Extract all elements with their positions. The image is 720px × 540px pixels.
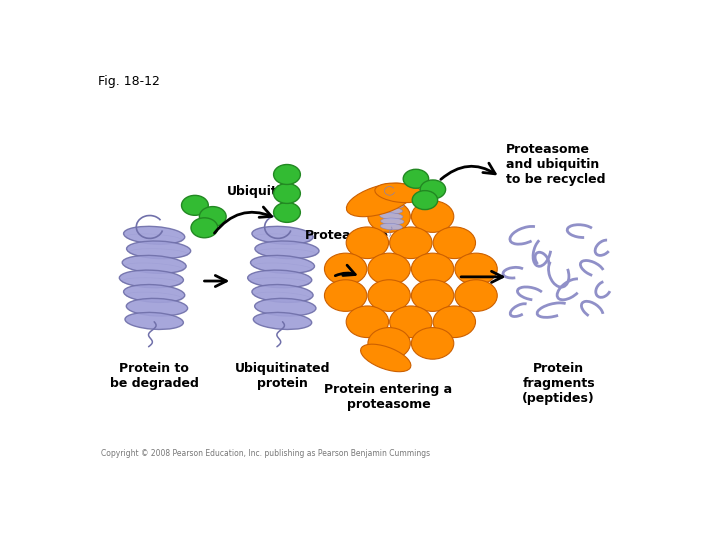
Circle shape xyxy=(411,280,454,312)
Ellipse shape xyxy=(255,241,319,259)
Circle shape xyxy=(368,201,410,232)
Ellipse shape xyxy=(378,207,402,214)
Ellipse shape xyxy=(375,183,425,202)
Ellipse shape xyxy=(381,218,404,225)
Circle shape xyxy=(368,328,410,359)
Ellipse shape xyxy=(124,226,185,244)
Circle shape xyxy=(368,253,410,285)
Ellipse shape xyxy=(126,299,188,316)
Ellipse shape xyxy=(252,226,313,244)
Circle shape xyxy=(368,280,410,312)
Circle shape xyxy=(274,184,300,204)
Circle shape xyxy=(413,191,438,210)
Ellipse shape xyxy=(381,196,405,203)
Circle shape xyxy=(433,227,475,259)
Text: Fig. 18-12: Fig. 18-12 xyxy=(99,75,161,88)
Circle shape xyxy=(181,195,208,215)
Text: Ubiquitinated
protein: Ubiquitinated protein xyxy=(235,362,330,390)
Circle shape xyxy=(274,202,300,222)
Ellipse shape xyxy=(251,255,315,273)
Circle shape xyxy=(455,253,498,285)
Text: Copyright © 2008 Pearson Education, Inc. publishing as Pearson Benjamin Cummings: Copyright © 2008 Pearson Education, Inc.… xyxy=(101,449,431,458)
Circle shape xyxy=(346,306,389,338)
Text: Protein entering a
proteasome: Protein entering a proteasome xyxy=(325,383,453,411)
Circle shape xyxy=(346,227,389,259)
Text: Protein to
be degraded: Protein to be degraded xyxy=(109,362,199,390)
Circle shape xyxy=(325,280,367,312)
Circle shape xyxy=(325,253,367,285)
Ellipse shape xyxy=(379,213,403,220)
Text: Ubiquitin: Ubiquitin xyxy=(227,185,290,198)
Circle shape xyxy=(411,253,454,285)
Ellipse shape xyxy=(122,255,186,273)
Circle shape xyxy=(403,170,428,188)
Circle shape xyxy=(191,218,217,238)
Circle shape xyxy=(433,306,475,338)
Ellipse shape xyxy=(127,241,191,259)
Text: Proteasome
and ubiquitin
to be recycled: Proteasome and ubiquitin to be recycled xyxy=(505,143,606,186)
Ellipse shape xyxy=(124,285,185,302)
Circle shape xyxy=(411,328,454,359)
Ellipse shape xyxy=(255,299,316,316)
Ellipse shape xyxy=(361,344,411,372)
Circle shape xyxy=(390,227,432,259)
Circle shape xyxy=(411,201,454,232)
Circle shape xyxy=(199,207,226,227)
Circle shape xyxy=(274,165,300,185)
Ellipse shape xyxy=(346,183,414,217)
Circle shape xyxy=(420,180,446,199)
Circle shape xyxy=(390,306,432,338)
Ellipse shape xyxy=(248,270,312,288)
Ellipse shape xyxy=(379,191,403,198)
Text: Proteasome: Proteasome xyxy=(305,229,389,242)
Text: Protein
fragments
(peptides): Protein fragments (peptides) xyxy=(522,362,595,405)
Ellipse shape xyxy=(379,202,403,208)
Ellipse shape xyxy=(253,313,312,329)
Ellipse shape xyxy=(120,270,184,288)
Circle shape xyxy=(455,280,498,312)
Ellipse shape xyxy=(125,313,184,329)
Ellipse shape xyxy=(380,224,402,230)
Ellipse shape xyxy=(252,285,313,302)
